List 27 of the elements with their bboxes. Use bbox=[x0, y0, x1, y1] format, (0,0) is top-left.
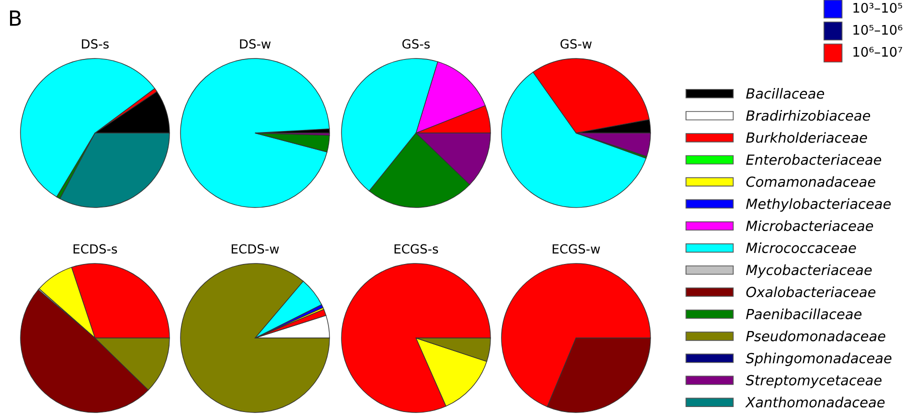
legend-label: Xanthomonadaceae bbox=[745, 396, 885, 408]
chart-title: ECDS-s bbox=[74, 244, 117, 254]
chart-title: ECGS-w bbox=[552, 244, 600, 254]
legend-label: Burkholderiaceae bbox=[746, 132, 868, 143]
legend-label: Microbacteriaceae bbox=[746, 220, 874, 232]
category-label: 10³–10⁵ bbox=[853, 2, 902, 13]
legend-label: Bradirhizobiaceae bbox=[746, 110, 870, 121]
category-label: 10⁶–10⁷ bbox=[853, 46, 902, 57]
legend-label: Micrococcaceae bbox=[746, 242, 856, 254]
legend-label: Pseudomonadaceae bbox=[746, 330, 886, 342]
legend-label: Methylobacteriaceae bbox=[746, 198, 891, 212]
chart-title: GS-w bbox=[560, 39, 592, 49]
legend-label: Paenibacillaceae bbox=[746, 308, 862, 320]
legend-label: Streptomycetaceae bbox=[746, 374, 882, 388]
legend-label: Sphingomonadaceae bbox=[746, 352, 892, 366]
legend-label: Bacillaceae bbox=[746, 88, 824, 99]
chart-title: DS-w bbox=[240, 39, 271, 49]
chart-title: DS-s bbox=[82, 39, 109, 49]
category-label: 10⁵–10⁶ bbox=[853, 24, 902, 35]
legend-label: Oxalobacteriaceae bbox=[746, 286, 876, 298]
chart-title: ECGS-s bbox=[394, 244, 438, 254]
chart-title: ECDS-w bbox=[232, 244, 279, 254]
legend-label: Mycobacteriaceae bbox=[746, 264, 872, 278]
text: B bbox=[10, 10, 21, 26]
chart-title: GS-s bbox=[402, 39, 430, 49]
legend-label: Comamonadaceae bbox=[746, 176, 876, 187]
legend-label: Enterobacteriaceae bbox=[746, 154, 882, 165]
